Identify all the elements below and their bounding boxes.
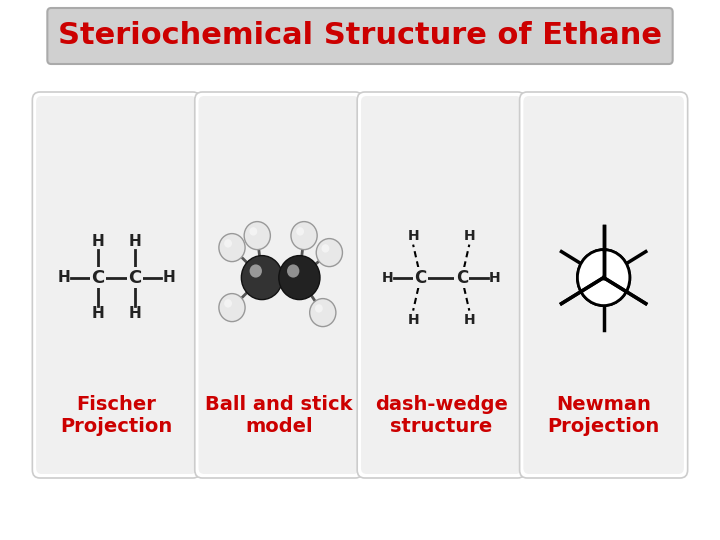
Circle shape (287, 265, 300, 278)
Text: H: H (382, 271, 394, 285)
Text: H: H (129, 234, 141, 249)
Circle shape (296, 227, 304, 235)
Text: H: H (464, 313, 475, 327)
Circle shape (316, 239, 343, 267)
Circle shape (219, 234, 245, 261)
Circle shape (219, 294, 245, 322)
Text: Newman
Projection: Newman Projection (547, 395, 660, 435)
Circle shape (321, 244, 329, 253)
FancyBboxPatch shape (523, 96, 684, 474)
Circle shape (310, 299, 336, 327)
Circle shape (224, 239, 232, 248)
Text: C: C (128, 268, 142, 287)
Circle shape (577, 249, 630, 306)
FancyBboxPatch shape (357, 92, 525, 478)
Circle shape (315, 304, 323, 313)
Circle shape (244, 221, 271, 249)
Circle shape (291, 221, 318, 249)
Text: Ball and stick
model: Ball and stick model (205, 395, 353, 435)
Text: H: H (408, 228, 419, 242)
FancyBboxPatch shape (520, 92, 688, 478)
Text: C: C (91, 268, 104, 287)
Text: H: H (58, 270, 71, 285)
Text: H: H (408, 313, 419, 327)
Text: H: H (464, 228, 475, 242)
Circle shape (249, 227, 257, 235)
FancyBboxPatch shape (36, 96, 197, 474)
Text: H: H (91, 234, 104, 249)
Text: H: H (129, 306, 141, 321)
Text: C: C (415, 268, 427, 287)
FancyBboxPatch shape (361, 96, 521, 474)
Circle shape (241, 255, 282, 300)
Text: C: C (456, 268, 468, 287)
Circle shape (224, 299, 232, 308)
Circle shape (279, 255, 320, 300)
FancyBboxPatch shape (195, 92, 363, 478)
Circle shape (577, 249, 630, 306)
Text: H: H (163, 270, 175, 285)
Text: Steriochemical Structure of Ethane: Steriochemical Structure of Ethane (58, 22, 662, 51)
Text: H: H (489, 271, 500, 285)
Text: H: H (91, 306, 104, 321)
FancyBboxPatch shape (32, 92, 200, 478)
Circle shape (250, 265, 262, 278)
FancyBboxPatch shape (48, 8, 672, 64)
Text: dash-wedge
structure: dash-wedge structure (375, 395, 508, 435)
FancyBboxPatch shape (199, 96, 359, 474)
Text: Fischer
Projection: Fischer Projection (60, 395, 173, 435)
